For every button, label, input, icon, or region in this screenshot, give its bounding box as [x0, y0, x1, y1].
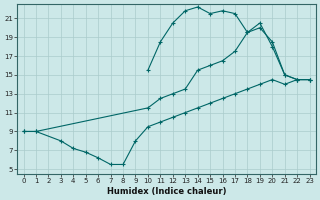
X-axis label: Humidex (Indice chaleur): Humidex (Indice chaleur)	[107, 187, 226, 196]
